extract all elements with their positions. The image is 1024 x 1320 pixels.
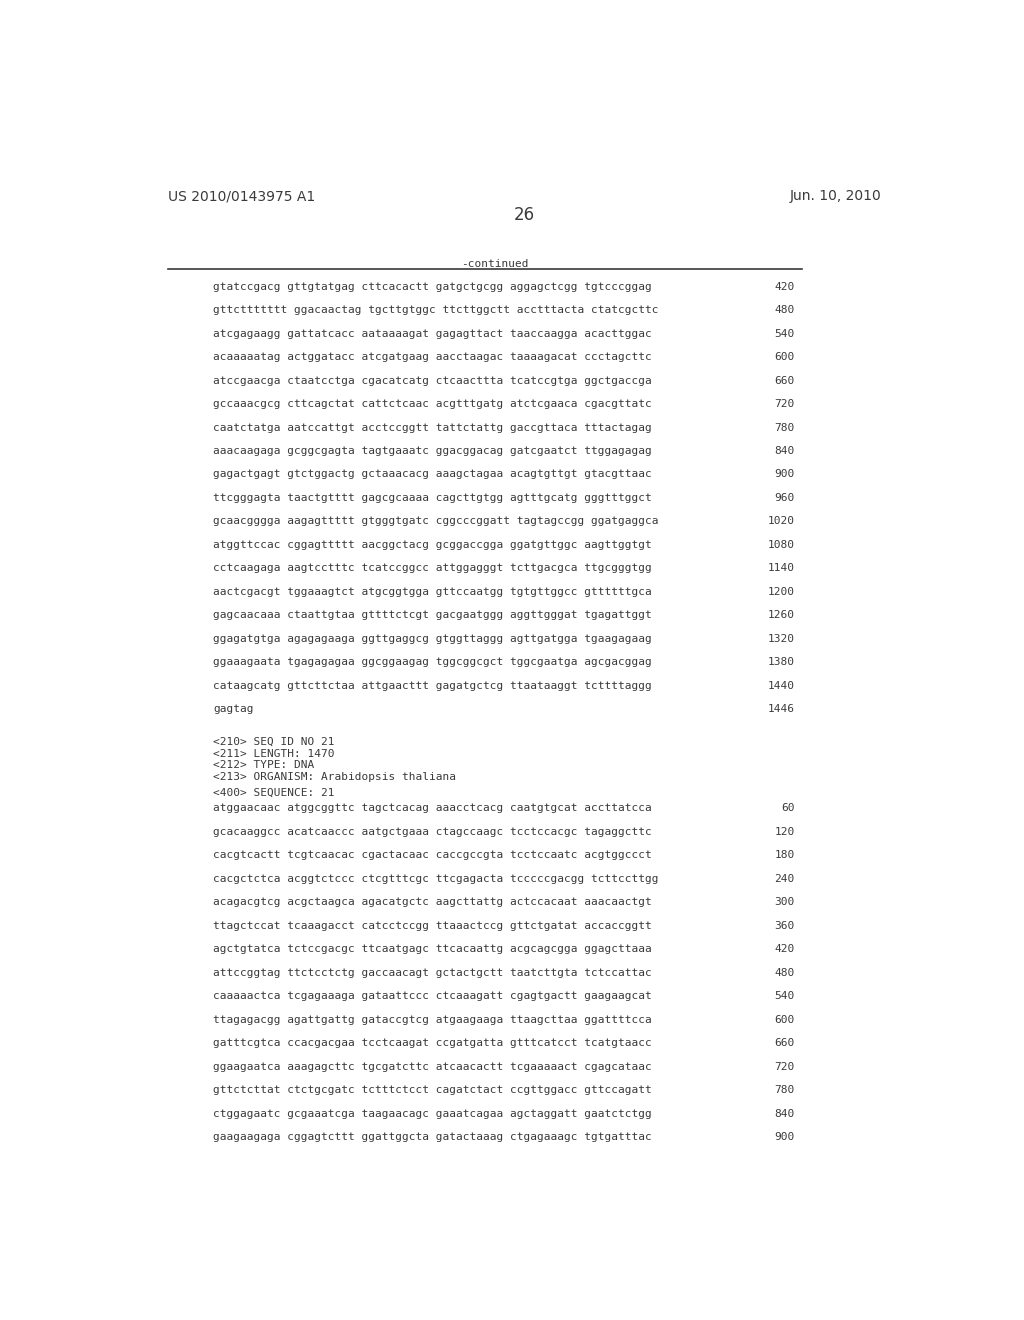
Text: 180: 180 — [774, 850, 795, 861]
Text: 600: 600 — [774, 352, 795, 362]
Text: atggttccac cggagttttt aacggctacg gcggaccgga ggatgttggc aagttggtgt: atggttccac cggagttttt aacggctacg gcggacc… — [213, 540, 652, 550]
Text: ggaagaatca aaagagcttc tgcgatcttc atcaacactt tcgaaaaact cgagcataac: ggaagaatca aaagagcttc tgcgatcttc atcaaca… — [213, 1061, 652, 1072]
Text: aaacaagaga gcggcgagta tagtgaaatc ggacggacag gatcgaatct ttggagagag: aaacaagaga gcggcgagta tagtgaaatc ggacgga… — [213, 446, 652, 455]
Text: 540: 540 — [774, 329, 795, 338]
Text: 600: 600 — [774, 1015, 795, 1024]
Text: cctcaagaga aagtcctttc tcatccggcc attggagggt tcttgacgca ttgcgggtgg: cctcaagaga aagtcctttc tcatccggcc attggag… — [213, 564, 652, 573]
Text: 1260: 1260 — [768, 610, 795, 620]
Text: 540: 540 — [774, 991, 795, 1001]
Text: atccgaacga ctaatcctga cgacatcatg ctcaacttta tcatccgtga ggctgaccga: atccgaacga ctaatcctga cgacatcatg ctcaact… — [213, 376, 652, 385]
Text: ggaaagaata tgagagagaa ggcggaagag tggcggcgct tggcgaatga agcgacggag: ggaaagaata tgagagagaa ggcggaagag tggcggc… — [213, 657, 652, 668]
Text: Jun. 10, 2010: Jun. 10, 2010 — [790, 189, 882, 203]
Text: 480: 480 — [774, 968, 795, 978]
Text: caaaaactca tcgagaaaga gataattccc ctcaaagatt cgagtgactt gaagaagcat: caaaaactca tcgagaaaga gataattccc ctcaaag… — [213, 991, 652, 1001]
Text: atggaacaac atggcggttc tagctcacag aaacctcacg caatgtgcat accttatcca: atggaacaac atggcggttc tagctcacag aaacctc… — [213, 804, 652, 813]
Text: 240: 240 — [774, 874, 795, 883]
Text: 1446: 1446 — [768, 705, 795, 714]
Text: gcaacgggga aagagttttt gtgggtgatc cggcccggatt tagtagccgg ggatgaggca: gcaacgggga aagagttttt gtgggtgatc cggcccg… — [213, 516, 658, 527]
Text: 720: 720 — [774, 1061, 795, 1072]
Text: 1140: 1140 — [768, 564, 795, 573]
Text: attccggtag ttctcctctg gaccaacagt gctactgctt taatcttgta tctccattac: attccggtag ttctcctctg gaccaacagt gctactg… — [213, 968, 652, 978]
Text: cacgtcactt tcgtcaacac cgactacaac caccgccgta tcctccaatc acgtggccct: cacgtcactt tcgtcaacac cgactacaac caccgcc… — [213, 850, 652, 861]
Text: 720: 720 — [774, 399, 795, 409]
Text: acagacgtcg acgctaagca agacatgctc aagcttattg actccacaat aaacaactgt: acagacgtcg acgctaagca agacatgctc aagctta… — [213, 898, 652, 907]
Text: 900: 900 — [774, 1133, 795, 1142]
Text: 420: 420 — [774, 281, 795, 292]
Text: gttcttttttt ggacaactag tgcttgtggc ttcttggctt acctttacta ctatcgcttc: gttcttttttt ggacaactag tgcttgtggc ttcttg… — [213, 305, 658, 315]
Text: gttctcttat ctctgcgatc tctttctcct cagatctact ccgttggacc gttccagatt: gttctcttat ctctgcgatc tctttctcct cagatct… — [213, 1085, 652, 1096]
Text: ttcgggagta taactgtttt gagcgcaaaa cagcttgtgg agtttgcatg gggtttggct: ttcgggagta taactgtttt gagcgcaaaa cagcttg… — [213, 492, 652, 503]
Text: gaagaagaga cggagtcttt ggattggcta gatactaaag ctgagaaagc tgtgatttac: gaagaagaga cggagtcttt ggattggcta gatacta… — [213, 1133, 652, 1142]
Text: 1200: 1200 — [768, 587, 795, 597]
Text: <212> TYPE: DNA: <212> TYPE: DNA — [213, 760, 314, 770]
Text: 360: 360 — [774, 921, 795, 931]
Text: 300: 300 — [774, 898, 795, 907]
Text: gccaaacgcg cttcagctat cattctcaac acgtttgatg atctcgaaca cgacgttatc: gccaaacgcg cttcagctat cattctcaac acgtttg… — [213, 399, 652, 409]
Text: -continued: -continued — [461, 259, 528, 268]
Text: 840: 840 — [774, 1109, 795, 1118]
Text: agctgtatca tctccgacgc ttcaatgagc ttcacaattg acgcagcgga ggagcttaaa: agctgtatca tctccgacgc ttcaatgagc ttcacaa… — [213, 944, 652, 954]
Text: 660: 660 — [774, 1038, 795, 1048]
Text: 900: 900 — [774, 470, 795, 479]
Text: 960: 960 — [774, 492, 795, 503]
Text: ggagatgtga agagagaaga ggttgaggcg gtggttaggg agttgatgga tgaagagaag: ggagatgtga agagagaaga ggttgaggcg gtggtta… — [213, 634, 652, 644]
Text: atcgagaagg gattatcacc aataaaagat gagagttact taaccaagga acacttggac: atcgagaagg gattatcacc aataaaagat gagagtt… — [213, 329, 652, 338]
Text: 1080: 1080 — [768, 540, 795, 550]
Text: 1320: 1320 — [768, 634, 795, 644]
Text: gagtag: gagtag — [213, 705, 254, 714]
Text: ttagctccat tcaaagacct catcctccgg ttaaactccg gttctgatat accaccggtt: ttagctccat tcaaagacct catcctccgg ttaaact… — [213, 921, 652, 931]
Text: cacgctctca acggtctccc ctcgtttcgc ttcgagacta tcccccgacgg tcttccttgg: cacgctctca acggtctccc ctcgtttcgc ttcgaga… — [213, 874, 658, 883]
Text: ctggagaatc gcgaaatcga taagaacagc gaaatcagaa agctaggatt gaatctctgg: ctggagaatc gcgaaatcga taagaacagc gaaatca… — [213, 1109, 652, 1118]
Text: 1020: 1020 — [768, 516, 795, 527]
Text: US 2010/0143975 A1: US 2010/0143975 A1 — [168, 189, 315, 203]
Text: 26: 26 — [514, 206, 536, 224]
Text: 780: 780 — [774, 422, 795, 433]
Text: gagactgagt gtctggactg gctaaacacg aaagctagaa acagtgttgt gtacgttaac: gagactgagt gtctggactg gctaaacacg aaagcta… — [213, 470, 652, 479]
Text: 780: 780 — [774, 1085, 795, 1096]
Text: caatctatga aatccattgt acctccggtt tattctattg gaccgttaca tttactagag: caatctatga aatccattgt acctccggtt tattcta… — [213, 422, 652, 433]
Text: 1380: 1380 — [768, 657, 795, 668]
Text: 1440: 1440 — [768, 681, 795, 690]
Text: gagcaacaaa ctaattgtaa gttttctcgt gacgaatggg aggttgggat tgagattggt: gagcaacaaa ctaattgtaa gttttctcgt gacgaat… — [213, 610, 652, 620]
Text: 420: 420 — [774, 944, 795, 954]
Text: 480: 480 — [774, 305, 795, 315]
Text: gatttcgtca ccacgacgaa tcctcaagat ccgatgatta gtttcatcct tcatgtaacc: gatttcgtca ccacgacgaa tcctcaagat ccgatga… — [213, 1038, 652, 1048]
Text: <400> SEQUENCE: 21: <400> SEQUENCE: 21 — [213, 788, 335, 797]
Text: gtatccgacg gttgtatgag cttcacactt gatgctgcgg aggagctcgg tgtcccggag: gtatccgacg gttgtatgag cttcacactt gatgctg… — [213, 281, 652, 292]
Text: 60: 60 — [781, 804, 795, 813]
Text: 840: 840 — [774, 446, 795, 455]
Text: ttagagacgg agattgattg gataccgtcg atgaagaaga ttaagcttaa ggattttcca: ttagagacgg agattgattg gataccgtcg atgaaga… — [213, 1015, 652, 1024]
Text: 120: 120 — [774, 826, 795, 837]
Text: gcacaaggcc acatcaaccc aatgctgaaa ctagccaagc tcctccacgc tagaggcttc: gcacaaggcc acatcaaccc aatgctgaaa ctagcca… — [213, 826, 652, 837]
Text: <211> LENGTH: 1470: <211> LENGTH: 1470 — [213, 748, 335, 759]
Text: 660: 660 — [774, 376, 795, 385]
Text: aactcgacgt tggaaagtct atgcggtgga gttccaatgg tgtgttggcc gttttttgca: aactcgacgt tggaaagtct atgcggtgga gttccaa… — [213, 587, 652, 597]
Text: <213> ORGANISM: Arabidopsis thaliana: <213> ORGANISM: Arabidopsis thaliana — [213, 772, 457, 781]
Text: acaaaaatag actggatacc atcgatgaag aacctaagac taaaagacat ccctagcttc: acaaaaatag actggatacc atcgatgaag aacctaa… — [213, 352, 652, 362]
Text: <210> SEQ ID NO 21: <210> SEQ ID NO 21 — [213, 737, 335, 747]
Text: cataagcatg gttcttctaa attgaacttt gagatgctcg ttaataaggt tcttttaggg: cataagcatg gttcttctaa attgaacttt gagatgc… — [213, 681, 652, 690]
